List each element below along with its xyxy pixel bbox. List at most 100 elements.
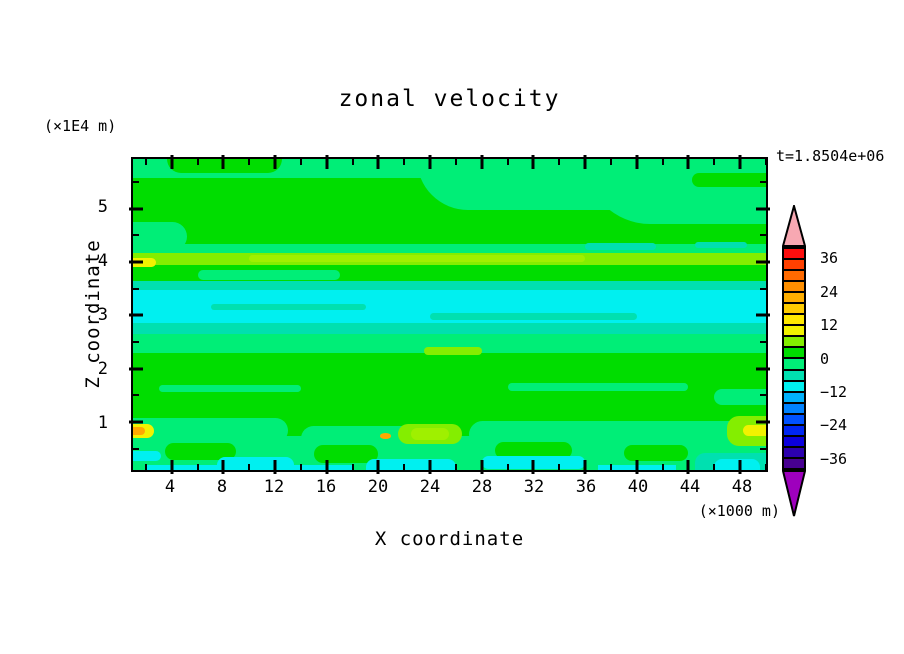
contour-region-spring: [133, 333, 766, 353]
z-tick-label: 2: [97, 359, 108, 380]
colorbar-under-arrow: [782, 470, 806, 517]
contour-region-green: [692, 173, 766, 188]
colorbar-segment--20-to--16: [784, 401, 804, 413]
major-tick-top: [376, 155, 380, 169]
colorbar-tick-label: 24: [820, 282, 839, 301]
colorbar-segment--4-to-0: [784, 357, 804, 369]
minor-tick-right: [760, 447, 766, 450]
x-tick-label: 44: [679, 477, 701, 497]
z-axis-title: Z coordinate: [82, 239, 104, 389]
contour-region-green: [623, 445, 689, 462]
minor-tick-bottom: [765, 464, 767, 470]
minor-tick-bottom: [506, 464, 509, 470]
colorbar-segment-16-to-20: [784, 302, 804, 314]
major-tick-bottom: [170, 460, 174, 474]
axis-ticks: [129, 155, 770, 474]
major-tick-left: [129, 207, 143, 211]
major-tick-bottom: [635, 460, 639, 474]
minor-tick-top: [609, 159, 612, 165]
x-tick-label: 8: [216, 477, 228, 497]
minor-tick-top: [248, 159, 251, 165]
major-tick-right: [756, 420, 770, 424]
minor-tick-top: [299, 159, 302, 165]
major-tick-right: [756, 207, 770, 211]
major-tick-left: [129, 260, 143, 264]
contour-region-turq: [585, 243, 657, 250]
minor-tick-left: [133, 234, 139, 237]
colorbar-segment-32-to-36: [784, 258, 804, 270]
major-tick-top: [738, 155, 742, 169]
major-tick-left: [129, 313, 143, 317]
minor-tick-bottom: [299, 464, 302, 470]
colorbar: 36 24 12 0 −12 −24 −36: [782, 205, 847, 517]
minor-tick-right: [760, 340, 766, 343]
major-tick-left: [129, 420, 143, 424]
contour-region-cyan: [714, 459, 760, 470]
colorbar-segment--40-to--36: [784, 456, 804, 468]
major-tick-top: [583, 155, 587, 169]
contour-region-turq: [430, 313, 637, 320]
major-tick-top: [428, 155, 432, 169]
z-tick-label: 5: [97, 197, 108, 218]
contour-region-green: [494, 442, 573, 460]
minor-tick-top: [351, 159, 354, 165]
contour-region-spring: [714, 388, 766, 405]
major-tick-bottom: [428, 460, 432, 474]
colorbar-segment--28-to--24: [784, 423, 804, 435]
minor-tick-top: [765, 159, 767, 165]
minor-tick-bottom: [558, 464, 561, 470]
major-tick-bottom: [583, 460, 587, 474]
minor-tick-right: [760, 234, 766, 237]
major-tick-bottom: [221, 460, 225, 474]
contour-region-orange: [379, 433, 392, 440]
contour-region-turq: [694, 241, 747, 249]
major-tick-top: [170, 155, 174, 169]
contour-region-spring: [158, 384, 301, 393]
major-tick-bottom: [686, 460, 690, 474]
colorbar-segment--12-to--8: [784, 379, 804, 391]
major-tick-top: [480, 155, 484, 169]
minor-tick-right: [760, 287, 766, 290]
colorbar-segment-8-to-12: [784, 324, 804, 336]
colorbar-labels: 36 24 12 0 −12 −24 −36: [820, 205, 880, 517]
colorbar-tick-label: 0: [820, 349, 830, 368]
colorbar-segment-4-to-8: [784, 335, 804, 347]
major-tick-bottom: [376, 460, 380, 474]
x-axis-title: X coordinate: [374, 528, 525, 550]
minor-tick-top: [506, 159, 509, 165]
major-tick-top: [221, 155, 225, 169]
colorbar-segment--16-to--12: [784, 390, 804, 402]
minor-tick-right: [760, 394, 766, 397]
contour-region-turq: [133, 281, 766, 292]
minor-tick-top: [454, 159, 457, 165]
contour-region-spring: [133, 243, 766, 254]
chart-title: zonal velocity: [338, 86, 561, 112]
minor-tick-left: [133, 394, 139, 397]
contour-region-cyan: [133, 451, 162, 462]
major-tick-top: [531, 155, 535, 169]
minor-tick-bottom: [609, 464, 612, 470]
time-annotation: t=1.8504e+06: [776, 147, 885, 165]
z-tick-label: 3: [97, 305, 108, 326]
colorbar-tick-label: 12: [820, 316, 839, 335]
major-tick-top: [273, 155, 277, 169]
colorbar-scale: [782, 247, 806, 470]
contour-region-green: [165, 443, 237, 461]
minor-tick-left: [133, 447, 139, 450]
minor-tick-bottom: [403, 464, 406, 470]
colorbar-tick-label: 36: [820, 249, 839, 268]
minor-tick-top: [196, 159, 199, 165]
contour-region-spring: [133, 417, 289, 444]
minor-tick-top: [661, 159, 664, 165]
x-tick-label: 32: [523, 477, 545, 497]
contour-region-cyan: [288, 465, 353, 470]
major-tick-right: [756, 313, 770, 317]
x-tick-label: 16: [315, 477, 337, 497]
minor-tick-bottom: [351, 464, 354, 470]
major-tick-left: [129, 367, 143, 371]
minor-tick-top: [713, 159, 716, 165]
minor-tick-bottom: [144, 464, 147, 470]
z-tick-label: 1: [97, 413, 108, 434]
minor-tick-right: [760, 180, 766, 183]
x-tick-label: 12: [263, 477, 285, 497]
